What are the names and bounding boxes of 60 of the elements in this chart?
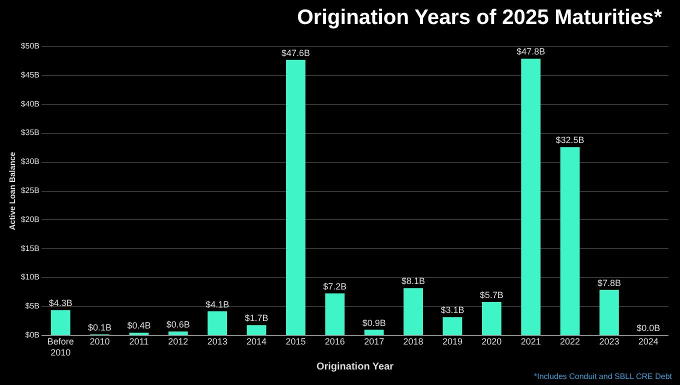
data-label: $47.8B	[516, 46, 546, 57]
x-tick-label: 2021	[520, 336, 541, 346]
bar	[246, 325, 266, 335]
y-tick-label: $35B	[20, 128, 40, 138]
y-tick-label: $50B	[20, 42, 40, 50]
bar	[168, 332, 188, 335]
y-tick-label: $5B	[25, 302, 40, 311]
y-tick-label: $25B	[20, 186, 40, 195]
x-tick-label: 2013	[207, 336, 228, 346]
data-label: $5.7B	[480, 290, 504, 300]
y-axis-title: Active Loan Balance	[8, 151, 17, 230]
bar	[560, 147, 580, 335]
x-tick-label: 2022	[560, 336, 580, 346]
bar	[364, 330, 384, 335]
bar	[50, 310, 70, 335]
x-tick-label: 2014	[246, 336, 267, 346]
bar	[208, 311, 228, 335]
bar	[521, 58, 541, 335]
bar	[325, 293, 345, 335]
x-tick-label: 2015	[286, 336, 306, 346]
x-tick-label: 2019	[442, 336, 462, 346]
chart-title: Origination Years of 2025 Maturities*	[297, 6, 662, 30]
data-label: $47.6B	[281, 48, 310, 58]
y-tick-label: $45B	[20, 70, 40, 80]
data-label: $32.5B	[556, 135, 584, 146]
x-tick-label: 2024	[638, 336, 658, 346]
bar	[286, 60, 306, 335]
bar	[442, 317, 462, 335]
data-label: $0.0B	[636, 323, 660, 333]
y-tick-label: $0B	[25, 330, 40, 340]
data-label: $0.9B	[362, 318, 386, 328]
y-tick-label: $30B	[20, 157, 40, 166]
data-label: $1.7B	[244, 313, 268, 324]
x-tick-label: Before 2010	[47, 336, 74, 358]
data-label: $0.6B	[166, 320, 190, 330]
data-label: $4.3B	[48, 298, 72, 308]
x-tick-label: 2023	[599, 336, 620, 346]
y-tick-label: $10B	[20, 272, 40, 282]
x-tick-label: 2011	[129, 336, 149, 346]
x-tick-label: 2020	[482, 336, 502, 346]
x-tick-label: 2010	[90, 336, 110, 346]
x-axis-title: Origination Year	[316, 362, 394, 372]
data-label: $7.2B	[323, 281, 347, 292]
x-tick-label: 2012	[168, 336, 188, 346]
bar	[482, 302, 502, 335]
x-tick-label: 2016	[324, 336, 345, 346]
y-tick-label: $20B	[20, 214, 40, 224]
y-tick-label: $15B	[20, 244, 40, 253]
data-label: $8.1B	[402, 276, 426, 286]
x-tick-label: 2018	[403, 336, 424, 346]
bar	[404, 288, 423, 335]
text: *Includes Conduit and SBLL CRE Debt	[534, 372, 672, 381]
data-label: $4.1B	[206, 299, 230, 310]
data-label: $3.1B	[440, 305, 464, 316]
data-label: $7.8B	[597, 278, 621, 288]
y-tick-label: $40B	[20, 99, 40, 108]
bar	[600, 290, 619, 335]
data-label: $0.4B	[127, 320, 151, 331]
x-tick-label: 2017	[364, 336, 384, 346]
data-label: $0.1B	[88, 322, 112, 332]
